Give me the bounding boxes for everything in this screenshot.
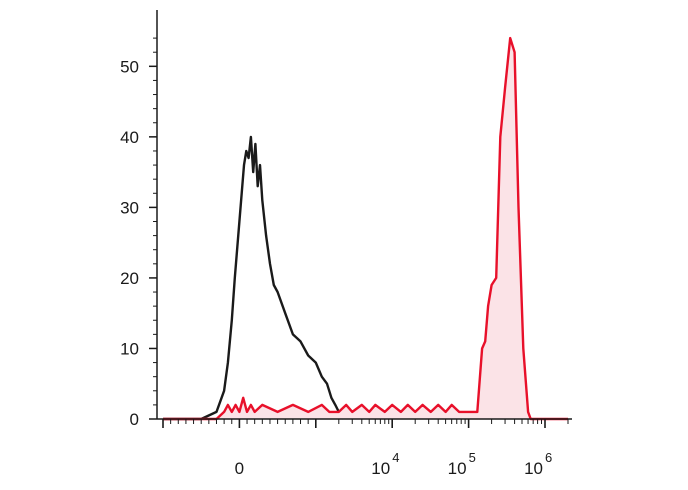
x-tick-label: 104: [371, 450, 399, 478]
x-tick-label: 0: [235, 459, 244, 478]
x-tick-label-base: 10: [524, 459, 543, 478]
x-tick-label-exponent: 6: [545, 450, 552, 465]
x-tick-label-base: 10: [371, 459, 390, 478]
x-tick-label-base: 10: [448, 459, 467, 478]
x-tick-label: 105: [448, 450, 476, 478]
y-tick-label: 30: [120, 198, 139, 217]
stained-histogram-fill: [163, 38, 568, 419]
x-tick-label-zero: 0: [235, 459, 244, 478]
y-tick-label: 10: [120, 339, 139, 358]
control-histogram-line: [163, 135, 345, 421]
y-tick-label: 40: [120, 128, 139, 147]
y-tick-label: 0: [130, 410, 139, 429]
x-tick-label: 106: [524, 450, 552, 478]
x-tick-label-exponent: 4: [392, 450, 399, 465]
y-tick-label: 50: [120, 57, 139, 76]
axes-layer: [149, 10, 572, 428]
y-tick-label: 20: [120, 269, 139, 288]
stained-histogram-line: [163, 36, 568, 421]
series-layer: [163, 36, 568, 421]
x-tick-label-exponent: 5: [469, 450, 476, 465]
